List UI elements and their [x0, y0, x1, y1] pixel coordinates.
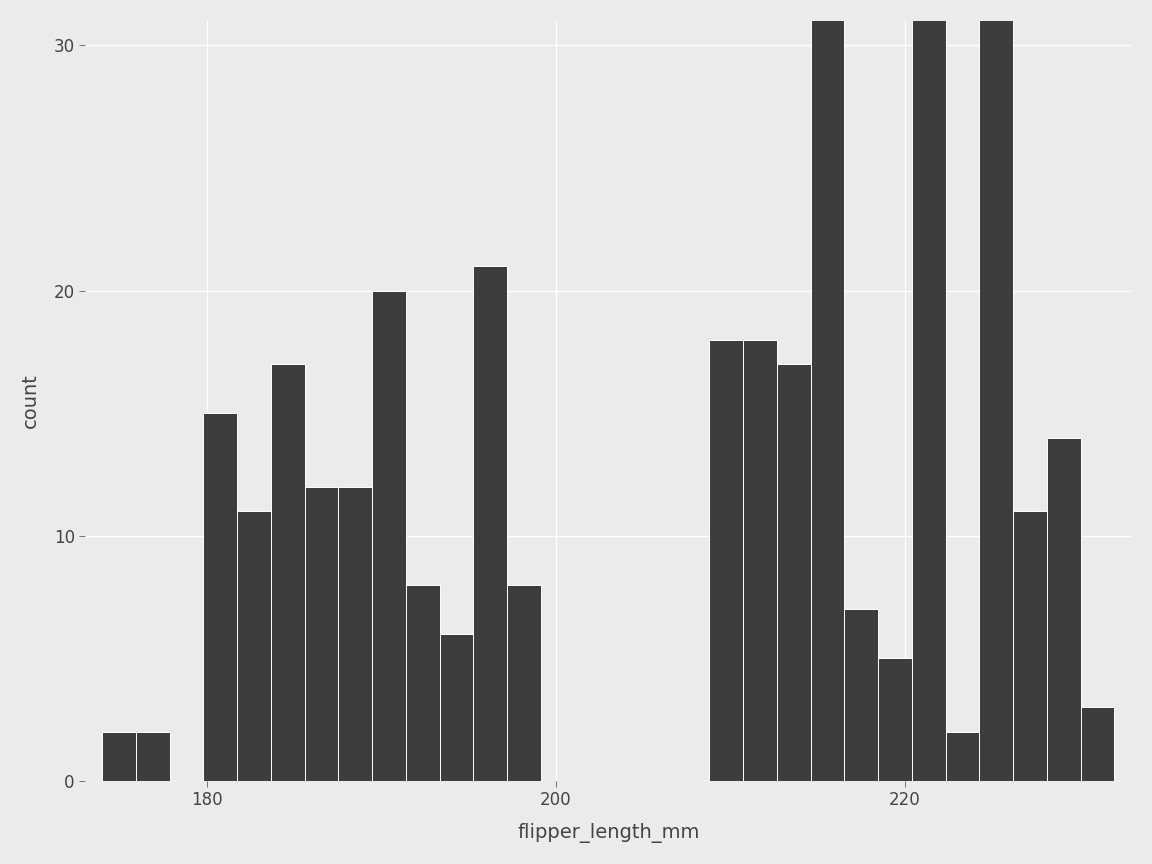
- Bar: [271, 364, 304, 781]
- Bar: [844, 609, 878, 781]
- Bar: [811, 0, 844, 781]
- X-axis label: flipper_length_mm: flipper_length_mm: [517, 823, 699, 843]
- Bar: [237, 511, 271, 781]
- Bar: [440, 634, 473, 781]
- Bar: [507, 585, 540, 781]
- Bar: [710, 340, 743, 781]
- Bar: [1081, 708, 1114, 781]
- Bar: [1013, 511, 1047, 781]
- Bar: [473, 266, 507, 781]
- Bar: [1047, 438, 1081, 781]
- Bar: [339, 486, 372, 781]
- Bar: [979, 0, 1013, 781]
- Bar: [136, 732, 169, 781]
- Bar: [204, 413, 237, 781]
- Bar: [878, 658, 912, 781]
- Bar: [776, 364, 811, 781]
- Bar: [912, 0, 946, 781]
- Bar: [743, 340, 776, 781]
- Y-axis label: count: count: [21, 373, 40, 429]
- Bar: [103, 732, 136, 781]
- Bar: [372, 290, 406, 781]
- Bar: [946, 732, 979, 781]
- Bar: [304, 486, 339, 781]
- Bar: [406, 585, 440, 781]
